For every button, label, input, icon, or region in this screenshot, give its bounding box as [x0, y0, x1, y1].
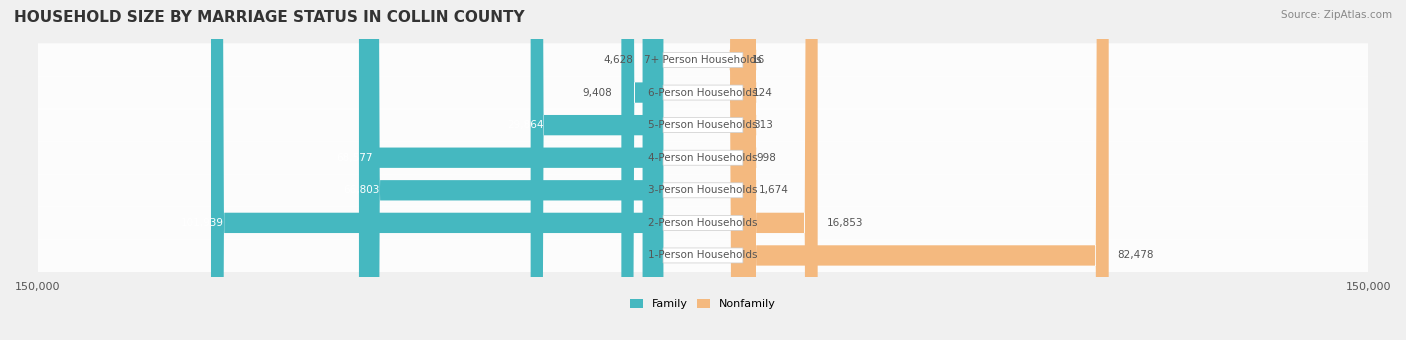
Text: 68,577: 68,577: [336, 153, 373, 163]
Text: 16,853: 16,853: [827, 218, 863, 228]
FancyBboxPatch shape: [664, 183, 742, 198]
FancyBboxPatch shape: [730, 0, 756, 340]
FancyBboxPatch shape: [38, 174, 1368, 207]
FancyBboxPatch shape: [664, 85, 742, 100]
FancyBboxPatch shape: [211, 0, 664, 340]
FancyBboxPatch shape: [742, 0, 1109, 340]
FancyBboxPatch shape: [359, 0, 664, 340]
Text: 101,939: 101,939: [181, 218, 225, 228]
FancyBboxPatch shape: [664, 215, 742, 231]
FancyBboxPatch shape: [737, 0, 756, 340]
FancyBboxPatch shape: [621, 0, 664, 340]
Text: 2-Person Households: 2-Person Households: [648, 218, 758, 228]
FancyBboxPatch shape: [664, 150, 742, 165]
FancyBboxPatch shape: [664, 52, 742, 67]
FancyBboxPatch shape: [643, 0, 664, 340]
FancyBboxPatch shape: [664, 248, 742, 263]
FancyBboxPatch shape: [38, 44, 1368, 76]
Text: 998: 998: [756, 153, 776, 163]
Text: 3-Person Households: 3-Person Households: [648, 185, 758, 195]
Text: Source: ZipAtlas.com: Source: ZipAtlas.com: [1281, 10, 1392, 20]
FancyBboxPatch shape: [530, 0, 664, 340]
FancyBboxPatch shape: [367, 0, 664, 340]
FancyBboxPatch shape: [734, 0, 756, 340]
FancyBboxPatch shape: [38, 141, 1368, 174]
FancyBboxPatch shape: [38, 206, 1368, 239]
Text: 4-Person Households: 4-Person Households: [648, 153, 758, 163]
Text: 313: 313: [754, 120, 773, 130]
Text: 4,628: 4,628: [603, 55, 634, 65]
Text: HOUSEHOLD SIZE BY MARRIAGE STATUS IN COLLIN COUNTY: HOUSEHOLD SIZE BY MARRIAGE STATUS IN COL…: [14, 10, 524, 25]
FancyBboxPatch shape: [664, 118, 742, 133]
Text: 9,408: 9,408: [582, 88, 613, 98]
Text: 7+ Person Households: 7+ Person Households: [644, 55, 762, 65]
FancyBboxPatch shape: [38, 76, 1368, 109]
Text: 82,478: 82,478: [1118, 251, 1154, 260]
Text: 6-Person Households: 6-Person Households: [648, 88, 758, 98]
Text: 29,864: 29,864: [508, 120, 544, 130]
Text: 124: 124: [752, 88, 772, 98]
Text: 5-Person Households: 5-Person Households: [648, 120, 758, 130]
Text: 1,674: 1,674: [759, 185, 789, 195]
Text: 66,803: 66,803: [343, 185, 380, 195]
FancyBboxPatch shape: [731, 0, 756, 340]
Text: 16: 16: [752, 55, 765, 65]
Legend: Family, Nonfamily: Family, Nonfamily: [626, 294, 780, 314]
FancyBboxPatch shape: [730, 0, 756, 340]
FancyBboxPatch shape: [742, 0, 818, 340]
Text: 1-Person Households: 1-Person Households: [648, 251, 758, 260]
FancyBboxPatch shape: [38, 239, 1368, 272]
FancyBboxPatch shape: [38, 108, 1368, 142]
